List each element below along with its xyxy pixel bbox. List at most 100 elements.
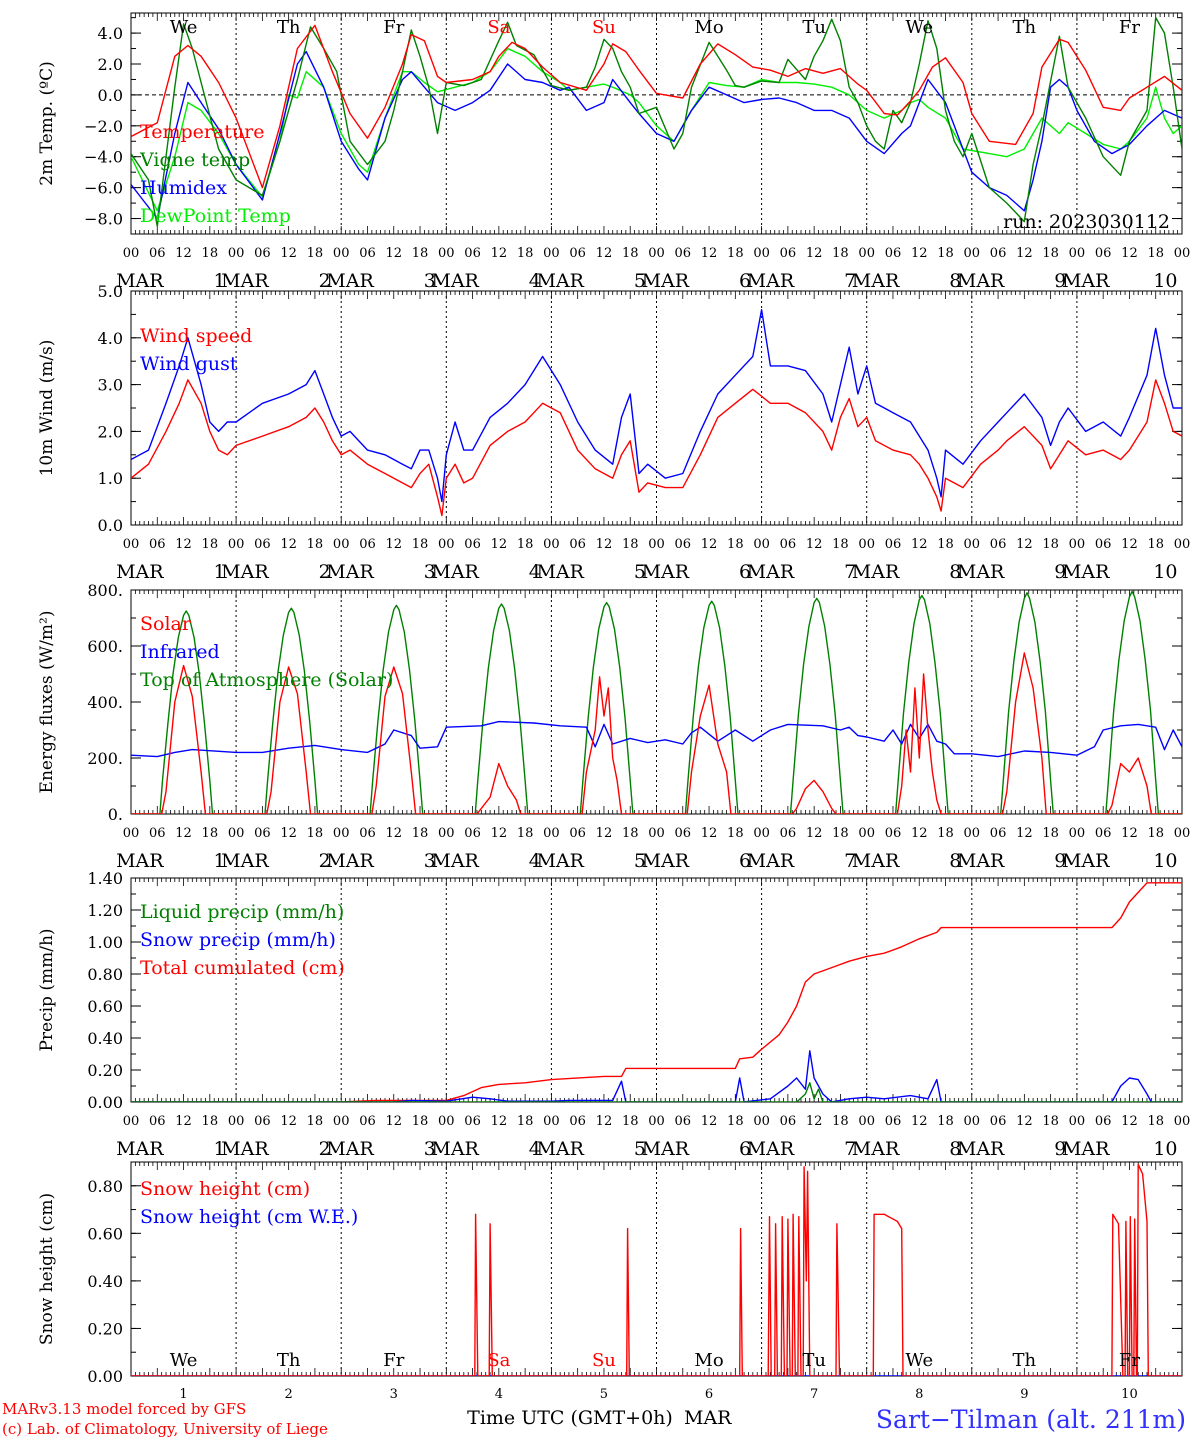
x-hour-label: 12 <box>1016 246 1033 261</box>
x-hour-label: 06 <box>885 826 902 841</box>
y-tick-label: 2.0 <box>98 55 123 74</box>
x-axis-month: MAR <box>684 1407 732 1429</box>
x-hour-label: 06 <box>675 1114 692 1129</box>
panel-1: −8.0 −6.0 −4.0 −2.0 0.0 2.0 4.0 2m Temp. (ºC) Te… <box>37 12 1190 292</box>
x-hour-label: 00 <box>964 1114 981 1129</box>
x-month-label: MAR <box>116 270 164 292</box>
x-hour-label: 18 <box>1147 537 1164 552</box>
x-hour-label: 00 <box>228 246 245 261</box>
x-hour-label: 12 <box>385 1114 402 1129</box>
legend-entry: Humidex <box>140 177 227 199</box>
x-hour-label: 06 <box>990 1114 1007 1129</box>
x-hour-label: 12 <box>701 537 718 552</box>
x-day-label: 3 <box>424 270 436 292</box>
x-day-label: 4 <box>529 561 541 583</box>
x-month-label: MAR <box>1062 850 1110 872</box>
x-hour-label: 12 <box>1121 1114 1138 1129</box>
x-hour-label: 00 <box>543 1114 560 1129</box>
x-hour-label: 12 <box>175 537 192 552</box>
x-hour-label: 06 <box>359 1114 376 1129</box>
x-day-label: 7 <box>844 561 856 583</box>
x-hour-label: 12 <box>806 826 823 841</box>
series-line-solar <box>131 652 1182 814</box>
y-tick-label: 0.00 <box>87 1093 123 1112</box>
x-hour-label: 12 <box>175 826 192 841</box>
panel-4: 0.00 0.20 0.40 0.60 0.80 1.00 1.20 1.40 Precip (… <box>37 869 1190 1160</box>
x-hour-label: 06 <box>780 537 797 552</box>
x-hour-label: 12 <box>701 1114 718 1129</box>
series-line-wind-speed <box>131 379 1182 517</box>
x-hour-label: 18 <box>727 537 744 552</box>
x-month-label: MAR <box>1062 1138 1110 1160</box>
model-credit: MARv3.13 model forced by GFS <box>2 1400 246 1418</box>
panel-2: 0.0 1.0 2.0 3.0 4.0 5.0 10m Wind (m/s) Wind spe… <box>37 282 1190 583</box>
x-month-label: MAR <box>957 1138 1005 1160</box>
y-axis-label: 10m Wind (m/s) <box>37 340 57 477</box>
x-hour-label: 00 <box>228 537 245 552</box>
x-hour-label: 06 <box>1095 246 1112 261</box>
x-hour-label: 18 <box>1042 246 1059 261</box>
y-tick-label: 4.0 <box>98 24 123 43</box>
x-month-label: MAR <box>1062 270 1110 292</box>
x-hour-label: 12 <box>280 246 297 261</box>
day-number: 3 <box>390 1387 398 1402</box>
weekday-label: Tu <box>802 17 826 38</box>
x-hour-label: 12 <box>385 246 402 261</box>
x-month-label: MAR <box>747 850 795 872</box>
weekday-label: We <box>170 17 198 38</box>
x-month-label: MAR <box>642 1138 690 1160</box>
y-tick-label: 400. <box>87 693 123 712</box>
x-hour-label: 12 <box>280 1114 297 1129</box>
x-hour-label: 06 <box>254 1114 271 1129</box>
x-day-label: 4 <box>529 270 541 292</box>
x-day-label: 6 <box>739 561 751 583</box>
weekday-label: Tu <box>802 1350 826 1371</box>
x-hour-label: 06 <box>1095 826 1112 841</box>
x-day-label: 5 <box>634 270 646 292</box>
weekday-label: Fr <box>383 1350 404 1371</box>
x-hour-label: 18 <box>937 826 954 841</box>
x-hour-label: 12 <box>596 1114 613 1129</box>
x-hour-label: 18 <box>1147 1114 1164 1129</box>
weekday-label: Th <box>277 1350 301 1371</box>
x-hour-label: 00 <box>964 826 981 841</box>
y-tick-label: 0.60 <box>87 1224 123 1243</box>
x-hour-label: 00 <box>543 826 560 841</box>
x-hour-label: 00 <box>333 246 350 261</box>
day-number: 10 <box>1121 1387 1138 1402</box>
x-hour-label: 12 <box>911 826 928 841</box>
weekday-label: Su <box>592 17 616 38</box>
x-day-label: 9 <box>1054 270 1066 292</box>
x-hour-label: 06 <box>464 246 481 261</box>
x-month-label: MAR <box>431 850 479 872</box>
x-month-label: MAR <box>852 561 900 583</box>
y-tick-label: 1.0 <box>98 469 123 488</box>
x-day-label: 9 <box>1054 850 1066 872</box>
x-hour-label: 00 <box>228 1114 245 1129</box>
x-hour-label: 06 <box>254 537 271 552</box>
legend-entry: Vigne temp <box>139 149 250 171</box>
x-month-label: MAR <box>852 270 900 292</box>
weekday-label: Fr <box>1119 1350 1140 1371</box>
x-hour-label-end: 00 <box>1174 537 1191 552</box>
y-tick-label: −8.0 <box>84 210 123 229</box>
x-hour-label: 06 <box>359 537 376 552</box>
x-day-label: 9 <box>1054 561 1066 583</box>
weekday-label: Th <box>1013 17 1037 38</box>
series-line-vigne-temp <box>131 16 1182 227</box>
x-hour-label: 18 <box>1042 1114 1059 1129</box>
x-hour-label: 12 <box>701 826 718 841</box>
x-hour-label: 06 <box>569 246 586 261</box>
x-hour-label: 18 <box>202 246 219 261</box>
x-hour-label: 12 <box>175 1114 192 1129</box>
y-tick-label: 1.00 <box>87 933 123 952</box>
y-tick-label: 200. <box>87 749 123 768</box>
y-axis-label: Energy fluxes (W/m²) <box>37 611 57 794</box>
x-hour-label: 06 <box>464 826 481 841</box>
weekday-label: Mo <box>694 1350 723 1371</box>
x-hour-label: 06 <box>464 1114 481 1129</box>
x-hour-label: 18 <box>412 537 429 552</box>
day-number: 9 <box>1020 1387 1028 1402</box>
legend-entry: Infrared <box>140 641 220 663</box>
